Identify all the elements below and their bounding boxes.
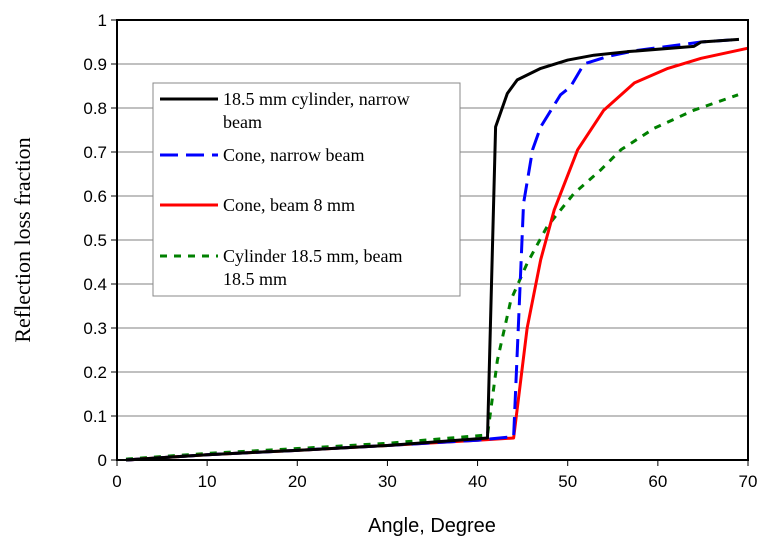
x-tick-label: 30 — [378, 472, 397, 491]
y-tick-label: 0.7 — [83, 143, 107, 162]
x-tick-label: 60 — [648, 472, 667, 491]
y-tick-label: 0.8 — [83, 99, 107, 118]
legend-label-0: 18.5 mm cylinder, narrow beam — [223, 89, 410, 132]
x-tick-label: 10 — [198, 472, 217, 491]
y-tick-label: 0.2 — [83, 363, 107, 382]
y-tick-label: 0.5 — [83, 231, 107, 250]
y-tick-label: 0 — [98, 451, 107, 470]
y-tick-label: 0.6 — [83, 187, 107, 206]
y-tick-label: 0.1 — [83, 407, 107, 426]
y-tick-label: 1 — [98, 11, 107, 30]
series-line-1 — [125, 37, 740, 462]
series-line-3 — [125, 93, 739, 461]
x-axis-label: Angle, Degree — [368, 515, 496, 537]
legend: 18.5 mm cylinder, narrow beam Cone, narrow… — [152, 82, 461, 297]
x-tick-label: 40 — [468, 472, 487, 491]
x-tick-label: 20 — [288, 472, 307, 491]
legend-label-2: Cone, beam 8 mm — [223, 195, 355, 215]
legend-label-1: Cone, narrow beam — [223, 145, 364, 165]
x-tick-label: 70 — [739, 472, 758, 491]
y-tick-label: 0.9 — [83, 55, 107, 74]
y-axis-label: Reflection loss fraction — [10, 137, 35, 342]
legend-label-3: Cylinder 18.5 mm, beam 18.5 mm — [223, 246, 402, 289]
series-line-0 — [125, 37, 740, 462]
y-tick-label: 0.4 — [83, 275, 107, 294]
x-tick-label: 0 — [112, 472, 121, 491]
x-tick-label: 50 — [558, 472, 577, 491]
y-tick-label: 0.3 — [83, 319, 107, 338]
